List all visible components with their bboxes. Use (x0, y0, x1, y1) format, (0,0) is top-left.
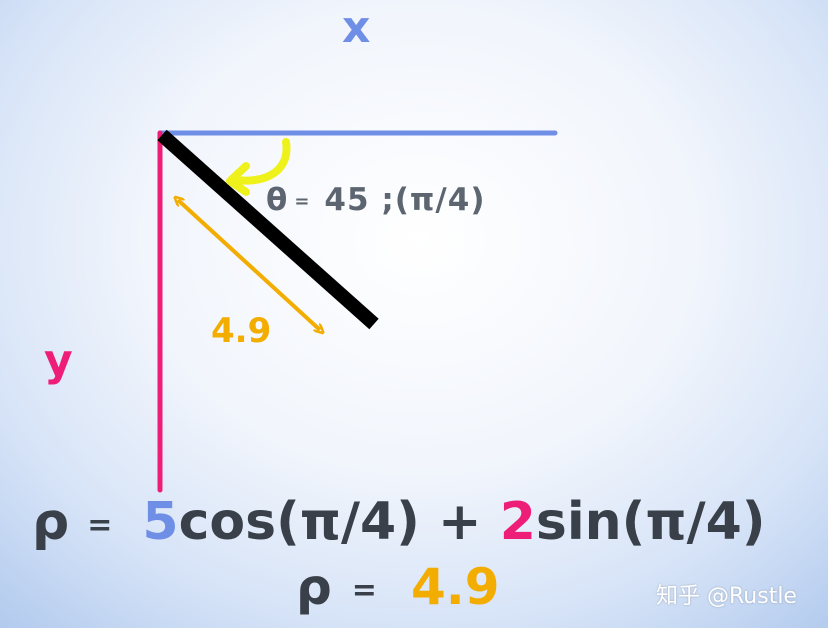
x-coefficient: 5 (142, 492, 179, 552)
theta-symbol: θ (266, 182, 289, 218)
x-axis-label: x (342, 2, 371, 53)
equals-sign-result: = (351, 573, 377, 608)
cos-term: cos(π/4) (178, 492, 420, 552)
plus-sign: + (438, 492, 482, 552)
length-arrow (178, 200, 320, 330)
equals-sign: = (87, 507, 113, 543)
theta-equals: = (294, 191, 311, 212)
rho-line (157, 129, 379, 330)
angle-arrow (231, 138, 291, 185)
watermark: 知乎 @Rustle (656, 584, 797, 609)
rho-symbol: ρ (32, 492, 70, 552)
rho-value: 4.9 (410, 558, 500, 616)
theta-annotation: θ = 45 ;(π/4) (266, 182, 486, 218)
rho-equation: ρ = 5cos(π/4) + 2sin(π/4) (32, 492, 766, 552)
y-axis-label: y (44, 335, 73, 386)
y-coefficient: 2 (499, 492, 536, 552)
angle-arrow-head (226, 162, 250, 196)
theta-value: 45 ;(π/4) (324, 182, 486, 218)
length-label: 4.9 (211, 311, 272, 351)
rho-result: ρ = 4.9 (296, 558, 500, 616)
rho-symbol-result: ρ (296, 558, 332, 616)
sin-term: sin(π/4) (535, 492, 766, 552)
